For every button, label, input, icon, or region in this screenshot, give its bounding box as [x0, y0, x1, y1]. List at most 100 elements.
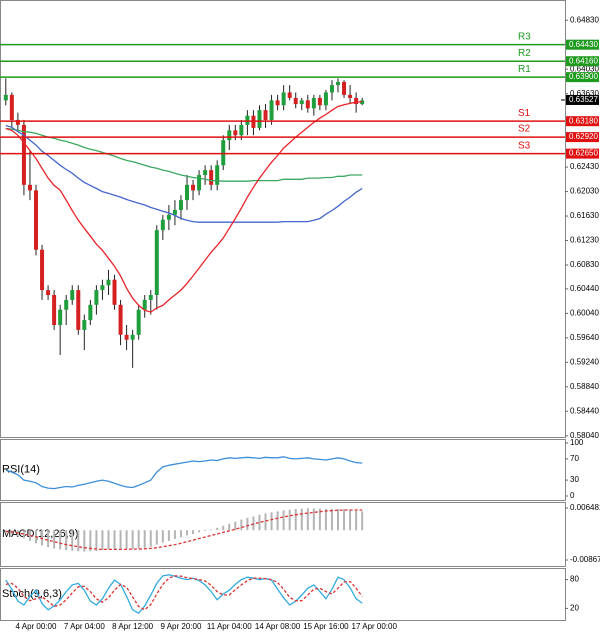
level-price-box [566, 116, 599, 127]
macd-bar [276, 511, 279, 531]
macd-bar [210, 529, 213, 531]
candle-body [40, 249, 45, 291]
macd-bar [155, 530, 158, 545]
macd-bar [161, 530, 164, 543]
candle-body [9, 94, 14, 120]
candle-body [52, 295, 57, 325]
y-tick-label: 20 [570, 604, 579, 613]
x-tick-label: 17 Apr 00:00 [352, 622, 398, 631]
candle-body [154, 230, 159, 296]
candle-body [311, 97, 316, 109]
macd-bar [252, 516, 255, 531]
macd-bar [198, 530, 201, 533]
y-tick-label: 0.61630 [570, 211, 599, 220]
macd-bar [119, 530, 122, 549]
candle-body [197, 175, 202, 191]
y-tick-label: 0.64030 [570, 64, 599, 73]
candle-body [185, 184, 189, 201]
macd-bar [107, 530, 110, 550]
candle-body [160, 219, 165, 231]
candle-body [221, 140, 226, 166]
macd-bar [41, 530, 44, 546]
macd-bar [294, 508, 297, 531]
macd-bar [65, 530, 68, 551]
level-name: S1 [518, 108, 531, 119]
macd-bar [222, 525, 225, 531]
level-price-label: 0.64430 [569, 40, 598, 49]
candle-body [299, 100, 304, 105]
level-price-label: 0.64160 [569, 56, 598, 65]
panel-frame [0, 502, 566, 567]
y-tick-label: 0.59240 [570, 357, 599, 366]
panel-frame [0, 0, 566, 438]
macd-bar [125, 530, 128, 549]
candle-body [124, 334, 129, 340]
macd-bar [95, 530, 98, 551]
candle-body [227, 130, 232, 141]
y-tick-label: 0.60440 [570, 284, 599, 293]
candle-body [118, 304, 123, 335]
candle-body [257, 110, 262, 128]
x-tick-label: 14 Apr 08:00 [255, 622, 301, 631]
x-tick-label: 4 Apr 00:00 [16, 622, 57, 631]
macd-bar [53, 530, 56, 549]
level-price-label: 0.62920 [569, 132, 598, 141]
macd-bar [318, 508, 321, 531]
candle-body [166, 214, 171, 220]
y-tick-label: 100 [570, 438, 584, 447]
macd-bar [28, 530, 31, 541]
macd-bar [113, 530, 116, 549]
macd-bar [77, 530, 80, 552]
macd-bar [270, 512, 273, 531]
macd-bar [324, 508, 327, 531]
candle-body [142, 299, 147, 310]
macd-bar [355, 510, 358, 531]
candle-body [64, 299, 69, 310]
macd-bar [167, 530, 170, 541]
macd-bar [337, 508, 339, 531]
candle-body [58, 309, 63, 325]
macd-bar [186, 530, 188, 536]
candle-body [233, 130, 238, 136]
macd-bar [246, 517, 249, 531]
level-price-box [566, 72, 599, 83]
panel-frame [0, 568, 566, 621]
y-tick-label: 0.58440 [570, 406, 599, 415]
level-price-label: 0.63900 [569, 72, 598, 81]
y-tick-label: 0.60830 [570, 260, 599, 269]
macd-bar [192, 530, 195, 535]
candle-body [215, 165, 220, 185]
macd-bar [306, 508, 309, 531]
x-tick-label: 7 Apr 04:00 [64, 622, 105, 631]
candle-body [191, 184, 196, 191]
candle-body [293, 97, 298, 105]
moving-average [5, 127, 363, 182]
macd-bar [59, 530, 62, 550]
macd-bar [131, 530, 134, 550]
macd-bar [101, 530, 104, 551]
moving-average [5, 100, 363, 313]
candle-body [275, 100, 280, 106]
candle-body [130, 334, 135, 340]
macd-bar [349, 509, 352, 531]
macd-bar [282, 510, 285, 531]
macd-bar [343, 509, 346, 531]
y-tick-label: 80 [570, 575, 579, 584]
candle-body [342, 82, 347, 95]
y-tick-label: 0.58040 [570, 431, 599, 440]
macd-bar [288, 509, 291, 531]
candle-body [245, 115, 250, 125]
candle-body [136, 309, 141, 335]
last-price-label: 0.63527 [569, 95, 598, 104]
level-name: R3 [518, 31, 531, 42]
candle-body [148, 295, 153, 300]
macd-bar [149, 530, 152, 547]
level-name: S3 [518, 140, 531, 151]
macd-bar [137, 530, 140, 549]
candle-body [239, 124, 244, 136]
signal-line [5, 509, 363, 551]
candle-body [203, 170, 208, 176]
level-price-box [566, 39, 599, 50]
y-tick-label: 0.59640 [570, 333, 599, 342]
moving-average [5, 124, 363, 223]
